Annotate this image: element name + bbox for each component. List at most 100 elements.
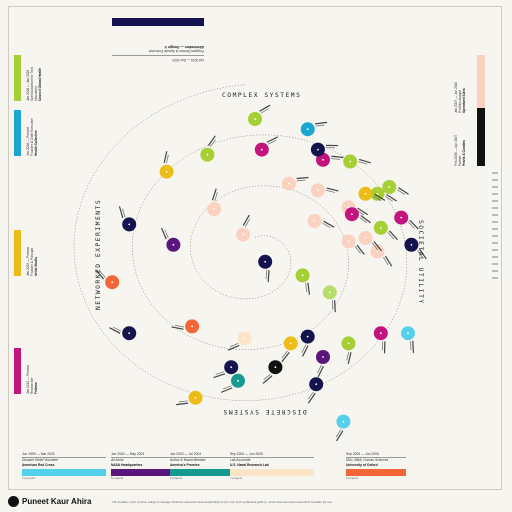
project-node-subcaption: [174, 324, 184, 328]
project-node-caption: [334, 300, 336, 313]
project-node[interactable]: [394, 210, 419, 230]
left-card-color-bar: [14, 55, 21, 101]
project-node-subcaption: [267, 139, 277, 145]
project-node-caption: [259, 104, 271, 112]
project-node[interactable]: [373, 220, 398, 241]
bottom-card-org: NASA Headquarters: [111, 462, 143, 467]
project-node-center-dot: [347, 240, 350, 243]
project-node[interactable]: [358, 231, 382, 252]
project-node[interactable]: [295, 268, 311, 295]
project-node[interactable]: [160, 227, 181, 252]
project-node[interactable]: [159, 151, 174, 179]
project-node-caption: [347, 352, 352, 365]
project-node[interactable]: [95, 269, 120, 290]
project-node-center-dot: [274, 366, 277, 369]
project-node[interactable]: [335, 414, 351, 442]
project-node[interactable]: [307, 214, 335, 229]
project-node-subcaption: [326, 189, 335, 193]
project-node[interactable]: [207, 188, 222, 217]
project-node-caption: [109, 327, 121, 334]
project-node-center-dot: [364, 237, 367, 239]
project-node-center-dot: [407, 332, 409, 335]
project-node[interactable]: [262, 360, 283, 384]
project-node[interactable]: [316, 350, 330, 378]
project-node-caption: [266, 136, 279, 143]
project-node[interactable]: [382, 180, 409, 195]
project-node-subcaption: [165, 154, 169, 164]
project-node[interactable]: [254, 136, 279, 157]
project-node[interactable]: [258, 254, 273, 283]
project-node-center-dot: [349, 160, 352, 163]
project-node-caption: [307, 392, 316, 404]
project-node[interactable]: [227, 331, 252, 351]
project-node-caption: [211, 188, 217, 201]
project-node-caption: [373, 241, 382, 252]
project-node-center-dot: [111, 281, 114, 284]
project-node-subcaption: [354, 246, 361, 254]
project-node[interactable]: [370, 244, 393, 267]
project-node[interactable]: [341, 336, 356, 365]
project-node-subcaption: [99, 270, 106, 278]
project-node-caption: [358, 158, 371, 164]
project-node[interactable]: [404, 237, 427, 260]
left-card-color-bar: [14, 348, 21, 394]
right-card-org: Speedwell Sutra: [462, 88, 467, 113]
project-node-caption: [384, 255, 393, 267]
project-node-caption: [160, 227, 167, 240]
project-node-center-dot: [243, 337, 246, 340]
project-node[interactable]: [341, 234, 365, 255]
project-node[interactable]: [300, 121, 328, 137]
project-node-subcaption: [373, 195, 382, 202]
left-card-color-bar: [14, 230, 21, 276]
footer-note: The toolkits, event cinema, things to ma…: [112, 500, 333, 504]
project-node-subcaption: [307, 391, 314, 400]
project-node-caption: [176, 402, 189, 406]
project-node[interactable]: [310, 183, 339, 198]
project-node[interactable]: [200, 135, 216, 162]
project-node[interactable]: [282, 176, 309, 191]
project-node-center-dot: [306, 128, 309, 131]
project-node[interactable]: [248, 104, 271, 126]
project-node[interactable]: [300, 329, 315, 357]
project-node[interactable]: [358, 186, 386, 202]
project-node-caption: [317, 365, 324, 378]
project-node[interactable]: [373, 326, 388, 354]
project-node[interactable]: [213, 360, 239, 379]
project-node-center-dot: [351, 213, 353, 216]
project-node-subcaption: [178, 400, 188, 403]
bottom-card-color-bar: [170, 469, 254, 477]
project-node-center-dot: [289, 342, 292, 345]
project-node-subcaption: [305, 283, 308, 293]
project-node-caption: [336, 430, 344, 442]
project-node[interactable]: [171, 319, 200, 334]
project-node-center-dot: [322, 356, 324, 358]
bottom-card-count: 6 projects: [170, 476, 183, 481]
project-node-center-dot: [342, 420, 345, 423]
project-node-subcaption: [113, 326, 122, 332]
project-node[interactable]: [176, 390, 203, 406]
spiral-path: [73, 84, 408, 401]
project-node-center-dot: [172, 243, 175, 246]
project-node[interactable]: [220, 373, 245, 393]
project-node-caption: [383, 341, 386, 354]
project-node-subcaption: [281, 350, 288, 359]
project-node-subcaption: [260, 108, 269, 114]
project-node[interactable]: [307, 377, 324, 404]
project-node[interactable]: [310, 142, 338, 157]
project-node[interactable]: [343, 154, 371, 169]
project-node[interactable]: [322, 285, 337, 313]
project-node[interactable]: [401, 326, 415, 353]
project-node[interactable]: [281, 336, 298, 363]
project-node-subcaption: [387, 232, 395, 240]
project-node[interactable]: [109, 326, 137, 341]
project-node[interactable]: [118, 206, 137, 232]
right-card-text: Jan 2007 — Jun 2010 Portfolio Analyst Sp…: [454, 55, 466, 113]
project-node-center-dot: [165, 170, 168, 173]
project-node-caption: [307, 282, 311, 295]
project-node[interactable]: [344, 207, 371, 224]
project-node-center-dot: [379, 332, 382, 335]
project-node-caption: [163, 151, 168, 164]
project-node[interactable]: [236, 214, 251, 242]
project-node-center-dot: [242, 233, 245, 236]
bottom-card-color-bar: [22, 469, 106, 477]
